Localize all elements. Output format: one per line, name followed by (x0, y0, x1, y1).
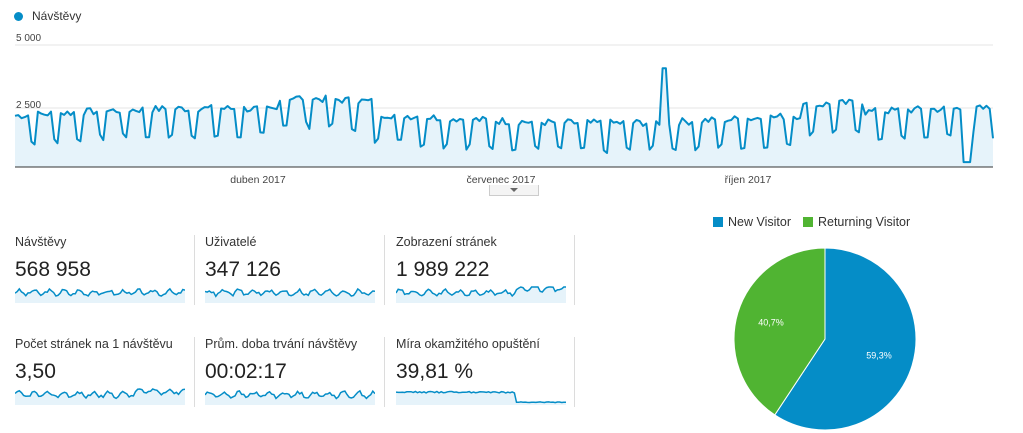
legend-swatch (802, 217, 813, 227)
metric-label: Počet stránek na 1 návštěvu (15, 337, 173, 351)
metric-sparkline (205, 287, 375, 303)
divider (194, 235, 195, 305)
metric-sparkline (15, 287, 185, 303)
x-tick-label: říjen 2017 (725, 174, 772, 186)
divider (194, 337, 195, 407)
metric-label: Návštěvy (15, 235, 67, 249)
metric-bounce-rate[interactable]: Míra okamžitého opuštění 39,81 % (396, 337, 576, 417)
main-chart-legend-label: Návštěvy (32, 9, 82, 23)
metric-avg-duration[interactable]: Prům. doba trvání návštěvy 00:02:17 (205, 337, 385, 417)
metric-sparkline (205, 389, 375, 405)
metric-sparkline (396, 286, 566, 303)
metric-users[interactable]: Uživatelé 347 126 (205, 235, 385, 315)
legend-item-new-visitor[interactable]: New Visitor (713, 215, 791, 229)
metric-pageviews[interactable]: Zobrazení stránek 1 989 222 (396, 235, 576, 315)
metric-value: 3,50 (15, 360, 56, 383)
visits-line (14, 67, 994, 164)
y-tick-label: 2 500 (16, 100, 41, 111)
metric-value: 568 958 (15, 258, 91, 281)
legend-swatch (713, 217, 723, 227)
legend-label: Returning Visitor (817, 215, 911, 229)
chevron-down-icon (510, 188, 518, 192)
legend-item-returning-visitor[interactable]: Returning Visitor (802, 215, 911, 229)
metric-value: 1 989 222 (396, 258, 490, 281)
visitor-type-pie-chart: 59,3% 40,7% (733, 247, 917, 431)
pie-slice-label: 40,7% (758, 318, 784, 328)
chart-collapse-toggle[interactable] (489, 185, 539, 196)
divider (574, 235, 575, 305)
x-tick-label: duben 2017 (230, 174, 286, 186)
legend-label: New Visitor (728, 215, 791, 229)
pie-slice-returning-visitor[interactable] (733, 247, 826, 416)
metric-label: Zobrazení stránek (396, 235, 497, 249)
metric-label: Uživatelé (205, 235, 257, 249)
x-tick-label: červenec 2017 (467, 174, 536, 186)
metric-visits[interactable]: Návštěvy 568 958 (15, 235, 195, 315)
visits-line-chart: 5 000 2 500 duben 2017 červenec 2017 říj… (14, 33, 994, 186)
pie-legend: New Visitor Returning Visitor (713, 215, 922, 229)
series-color-dot (14, 11, 23, 21)
metric-label: Míra okamžitého opuštění (396, 337, 540, 351)
metric-value: 347 126 (205, 258, 281, 281)
divider (574, 337, 575, 407)
pie-slice-label: 59,3% (866, 350, 892, 360)
metric-value: 00:02:17 (205, 360, 287, 383)
metric-label: Prům. doba trvání návštěvy (205, 337, 358, 351)
metric-value: 39,81 % (396, 360, 474, 383)
metric-pages-per-visit[interactable]: Počet stránek na 1 návštěvu 3,50 (15, 337, 195, 417)
metric-sparkline (15, 388, 185, 405)
y-tick-label: 5 000 (16, 33, 41, 44)
divider (384, 337, 385, 407)
visits-area (15, 68, 993, 167)
main-chart-legend: Návštěvy (14, 9, 81, 23)
pie-slice-new-visitor[interactable] (774, 247, 917, 431)
divider (384, 235, 385, 305)
metric-sparkline (396, 390, 566, 405)
